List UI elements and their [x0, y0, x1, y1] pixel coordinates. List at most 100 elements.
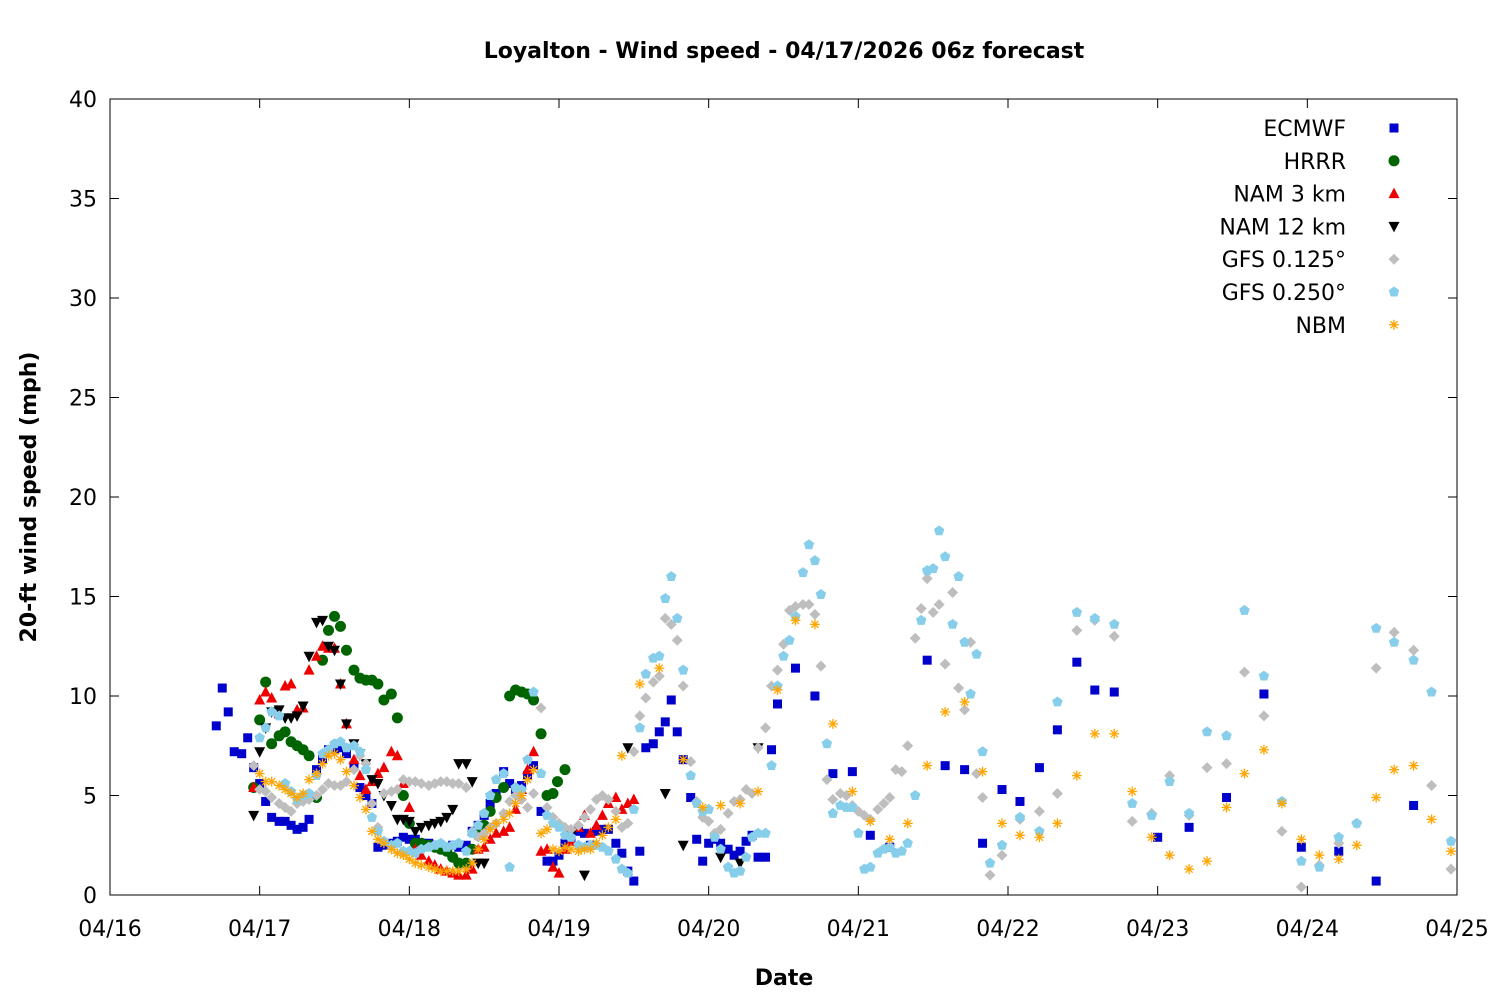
data-point-nbm — [1446, 846, 1457, 857]
data-point-gfs-0-125 — [821, 774, 833, 786]
data-point-gfs-0-250 — [778, 650, 789, 661]
legend-marker-gfs-0-250 — [1388, 286, 1400, 297]
data-point-gfs-0-250 — [939, 551, 951, 562]
y-tick-label: 20 — [69, 486, 97, 511]
data-point-nbm — [1333, 854, 1344, 865]
data-point-gfs-0-125 — [528, 788, 540, 800]
data-point-ecmwf — [341, 749, 351, 759]
data-point-gfs-0-250 — [603, 845, 614, 856]
data-point-gfs-0-250 — [453, 837, 464, 848]
data-point-gfs-0-125 — [685, 756, 697, 768]
data-point-gfs-0-250 — [660, 592, 671, 603]
data-point-nam-12-km — [254, 747, 266, 758]
data-point-gfs-0-250 — [654, 650, 665, 661]
data-point-nbm — [790, 615, 801, 626]
data-point-ecmwf — [579, 828, 589, 838]
data-point-gfs-0-250 — [809, 555, 821, 566]
y-tick-label: 10 — [69, 685, 97, 710]
data-point-gfs-0-125 — [927, 606, 939, 618]
data-point-nbm — [827, 718, 838, 729]
series-gfs-0-125 — [248, 573, 1457, 893]
data-point-nbm — [329, 748, 340, 759]
data-point-gfs-0-250 — [360, 764, 372, 775]
data-point-gfs-0-250 — [504, 861, 515, 872]
data-point-nam-3-km — [584, 827, 596, 838]
data-point-nbm — [1202, 856, 1213, 867]
data-point-gfs-0-250 — [565, 831, 577, 842]
data-point-nam-12-km — [441, 812, 453, 824]
data-point-nbm — [1314, 850, 1325, 861]
data-point-gfs-0-250 — [1296, 855, 1307, 866]
data-point-ecmwf — [542, 856, 552, 866]
data-point-gfs-0-125 — [902, 740, 914, 752]
data-point-ecmwf — [629, 876, 639, 886]
data-point-gfs-0-125 — [447, 778, 459, 790]
data-point-nbm — [1389, 764, 1400, 775]
legend-marker-hrrr — [1388, 155, 1400, 167]
data-point-nbm — [585, 844, 596, 855]
data-point-gfs-0-125 — [772, 664, 784, 676]
y-tick-label: 35 — [69, 188, 97, 213]
data-point-ecmwf — [1034, 763, 1044, 773]
data-point-gfs-0-250 — [1146, 809, 1157, 820]
data-point-gfs-0-125 — [565, 823, 577, 835]
data-point-gfs-0-125 — [403, 776, 415, 788]
data-point-gfs-0-125 — [797, 598, 809, 610]
data-point-nbm — [603, 822, 614, 833]
data-point-ecmwf — [666, 695, 676, 705]
data-point-gfs-0-125 — [1201, 762, 1213, 774]
data-point-nbm — [772, 685, 783, 696]
data-point-gfs-0-125 — [317, 784, 329, 796]
data-point-gfs-0-250 — [260, 722, 271, 733]
data-point-gfs-0-250 — [677, 664, 689, 675]
data-point-gfs-0-250 — [784, 634, 795, 645]
data-point-nbm — [1276, 798, 1287, 809]
data-point-gfs-0-250 — [977, 746, 988, 757]
data-point-nbm — [959, 696, 970, 707]
data-point-gfs-0-250 — [896, 845, 907, 856]
data-point-nbm — [354, 792, 365, 803]
data-point-nam-3-km — [590, 819, 602, 830]
data-point-gfs-0-125 — [391, 784, 403, 796]
data-point-gfs-0-250 — [1351, 817, 1362, 828]
data-point-nam-12-km — [622, 743, 634, 754]
data-point-gfs-0-125 — [285, 805, 297, 817]
data-point-hrrr — [372, 678, 384, 690]
data-point-gfs-0-125 — [541, 801, 553, 813]
data-point-gfs-0-250 — [553, 821, 565, 832]
data-point-ecmwf — [292, 824, 302, 834]
data-point-ecmwf — [355, 783, 365, 793]
data-point-gfs-0-250 — [766, 760, 777, 771]
data-point-nbm — [597, 830, 608, 841]
data-point-nbm — [1371, 792, 1382, 803]
data-point-nbm — [404, 854, 415, 865]
data-point-gfs-0-125 — [584, 803, 596, 815]
x-tick-label: 04/25 — [1425, 917, 1488, 942]
data-point-nam-3-km — [385, 745, 397, 757]
data-point-hrrr — [329, 610, 340, 622]
data-point-ecmwf — [274, 816, 284, 826]
data-point-nbm — [416, 860, 427, 871]
data-point-ecmwf — [536, 806, 546, 816]
data-point-nam-3-km — [348, 753, 360, 765]
data-point-gfs-0-250 — [827, 807, 839, 818]
data-point-gfs-0-250 — [1239, 604, 1250, 615]
data-point-nbm — [753, 786, 764, 797]
data-point-gfs-0-250 — [610, 853, 622, 864]
data-point-nam-3-km — [528, 745, 540, 757]
data-point-nbm — [1221, 802, 1232, 813]
data-point-gfs-0-250 — [1388, 636, 1400, 647]
data-point-gfs-0-250 — [522, 754, 533, 765]
data-point-gfs-0-125 — [602, 793, 614, 805]
data-point-gfs-0-250 — [1333, 831, 1344, 842]
data-point-nbm — [317, 758, 328, 769]
data-point-gfs-0-125 — [1426, 780, 1438, 792]
data-point-nam-3-km — [553, 867, 565, 878]
data-point-gfs-0-125 — [260, 786, 272, 798]
data-point-nam-12-km — [715, 852, 727, 864]
legend-label: ECMWF — [1263, 117, 1346, 142]
data-point-nam-12-km — [435, 816, 447, 828]
data-point-nbm — [274, 780, 285, 791]
